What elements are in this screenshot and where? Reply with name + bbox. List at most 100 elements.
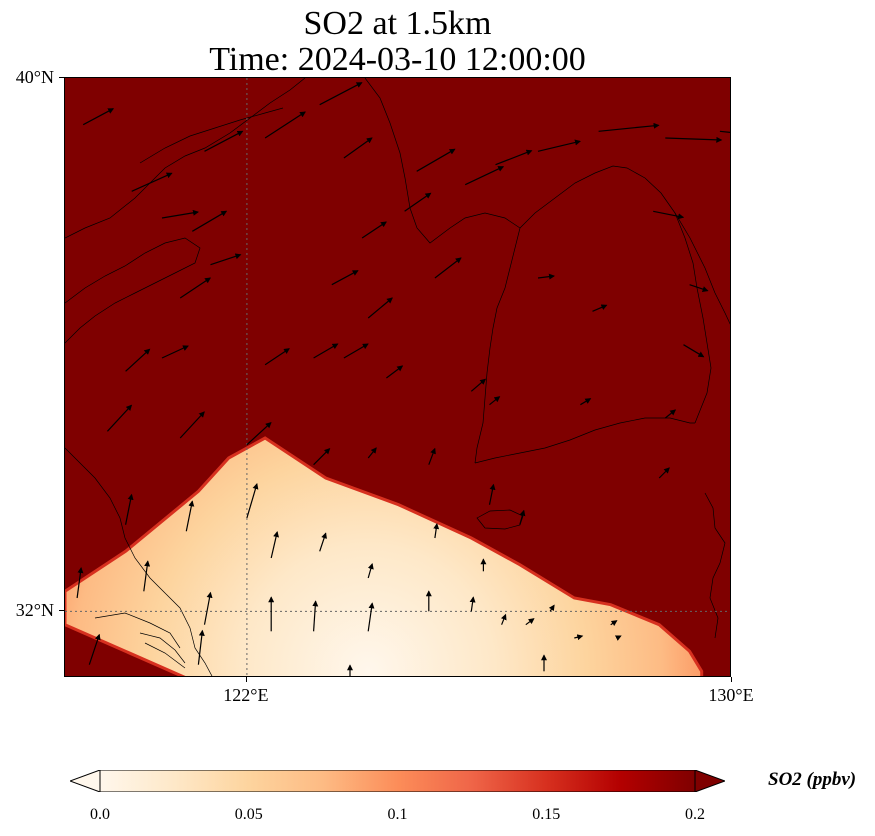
wind-arrow [197, 629, 205, 665]
wind-arrow [319, 82, 363, 106]
wind-arrow [470, 378, 487, 392]
wind-arrow [525, 618, 535, 626]
wind-arrow [689, 284, 709, 292]
wind-arrow [313, 447, 331, 466]
wind-arrow [574, 634, 584, 641]
coastline-korea-north [519, 165, 730, 325]
wind-arrow [343, 343, 369, 359]
colorbar-label: SO2 (ppbv) [768, 769, 857, 790]
wind-arrow [179, 411, 205, 439]
map-canvas [65, 78, 730, 676]
wind-arrow [161, 209, 199, 219]
wind-arrow [264, 348, 290, 366]
wind-arrow [416, 148, 456, 172]
coastline-china-north [65, 78, 306, 239]
wind-arrow [404, 192, 432, 212]
wind-arrow [203, 591, 213, 625]
wind-arrow [548, 604, 555, 612]
wind-arrow [161, 345, 189, 359]
wind-arrow [319, 532, 327, 552]
colorbar-tick-label: 0.15 [532, 806, 561, 823]
so2-plume [65, 436, 704, 676]
wind-arrow [592, 304, 608, 312]
wind-arrow [125, 348, 151, 372]
wind-arrow [719, 130, 730, 133]
wind-arrow [488, 483, 496, 505]
wind-arrow [88, 633, 101, 665]
lon-tick-mark-122e [245, 677, 247, 682]
map-panel [64, 77, 731, 677]
coastline-yangtze-mouth [94, 612, 186, 669]
wind-arrow [185, 500, 195, 532]
wind-arrow [614, 635, 622, 641]
wind-arrow [367, 447, 377, 459]
colorbar [70, 770, 725, 792]
wind-arrow [665, 136, 723, 143]
coastline-china-mid [65, 237, 201, 344]
lat-tick-label-40n: 40°N [15, 67, 54, 87]
wind-arrow [428, 447, 436, 465]
wind-arrow [683, 344, 705, 358]
colorbar-tick-label: 0.2 [685, 806, 705, 823]
wind-arrow [179, 277, 212, 299]
coastline [65, 78, 730, 676]
wind-arrow [125, 493, 134, 525]
wind-arrow [246, 483, 259, 519]
wind-arrow [191, 210, 228, 232]
wind-arrow [658, 467, 670, 479]
coastline-korea-south [474, 417, 695, 464]
wind-arrow [519, 509, 526, 525]
wind-arrow [143, 560, 151, 592]
colorbar-extend-high [694, 770, 725, 792]
wind-arrow [367, 602, 375, 632]
lat-tick-mark-32n [59, 610, 64, 612]
wind-arrow [313, 343, 339, 359]
wind-arrow [367, 563, 374, 579]
map-title: SO2 at 1.5km [303, 5, 492, 42]
wind-arrow [82, 108, 115, 126]
wind-arrow [653, 210, 685, 220]
colorbar-tick-label: 0.05 [234, 806, 263, 823]
wind-arrow [343, 137, 373, 159]
wind-arrow [489, 396, 501, 406]
wind-arrow [610, 620, 618, 626]
wind-arrow [495, 149, 533, 166]
wind-arrow [204, 130, 244, 152]
wind-arrow [537, 273, 555, 280]
wind-arrow [76, 567, 84, 599]
wind-arrow [537, 139, 581, 152]
lon-tick-label-122e: 122°E [223, 685, 269, 705]
lon-tick-mark-130e [731, 677, 732, 682]
wind-arrow [386, 365, 404, 379]
colorbar-tick-label: 0.0 [90, 806, 110, 823]
coastline-liaodong [139, 107, 284, 164]
wind-arrow [331, 270, 359, 286]
coastline-china-south [65, 447, 213, 676]
wind-arrow [433, 523, 440, 539]
coastline-korea-west [474, 227, 521, 464]
map-gridlines [65, 78, 730, 676]
map-subtitle-time: Time: 2024-03-10 12:00:00 [209, 41, 586, 78]
wind-arrow [210, 253, 242, 266]
wind-arrow [664, 409, 677, 419]
wind-arrow [469, 596, 476, 612]
wind-arrow [106, 404, 133, 432]
wind-arrow [434, 257, 462, 279]
colorbar-gradient [99, 770, 696, 792]
lat-tick-mark-40n [59, 77, 64, 78]
colorbar-extend-low [70, 770, 101, 792]
wind-arrow [246, 422, 272, 446]
wind-vectors [76, 82, 730, 676]
coastline-shandong [364, 78, 521, 244]
wind-arrow [500, 613, 507, 625]
coastline-korea-east [674, 212, 712, 424]
wind-arrow [312, 600, 319, 632]
wind-arrow [131, 172, 173, 192]
wind-arrow [367, 297, 393, 319]
colorbar-tick-label: 0.1 [387, 806, 408, 823]
wind-arrow [598, 122, 660, 132]
lon-tick-label-130e: 130°E [708, 685, 754, 705]
wind-arrow [270, 531, 279, 559]
lat-tick-label-32n: 32°N [15, 600, 54, 621]
wind-arrow [264, 111, 306, 139]
